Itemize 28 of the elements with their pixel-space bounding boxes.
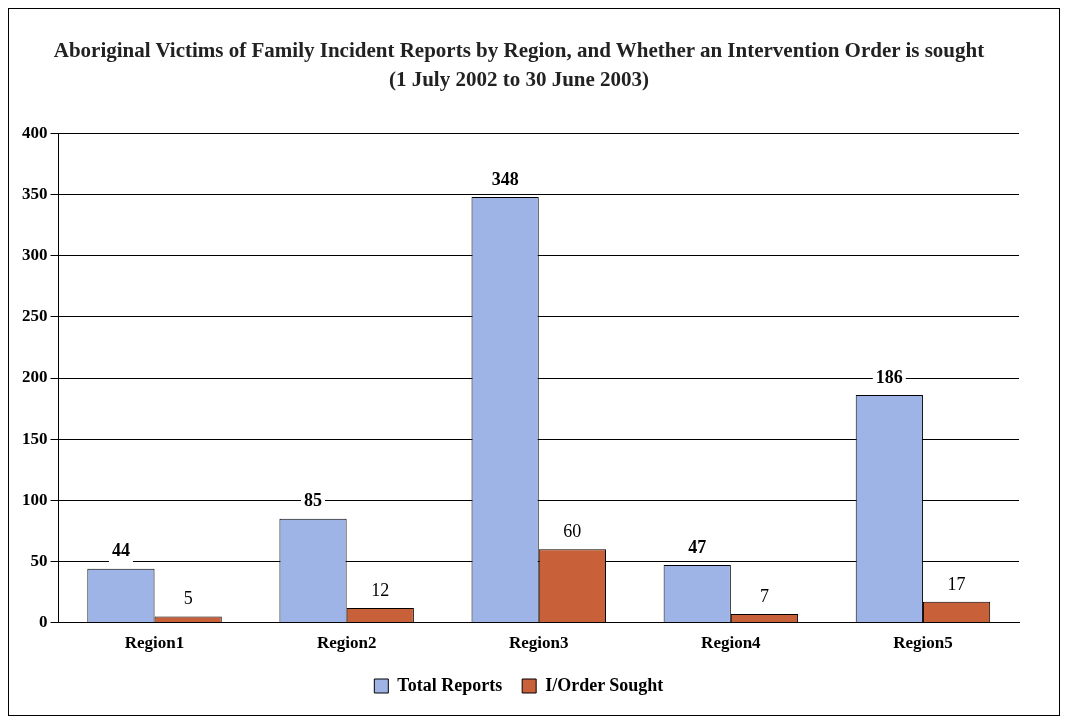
data-label: 85: [304, 490, 323, 511]
data-label: 17: [947, 573, 966, 594]
x-tick-label: Region5: [893, 633, 953, 653]
legend-label: Total Reports: [397, 674, 503, 695]
data-label: 348: [491, 168, 519, 189]
y-tick-label: 400: [22, 122, 48, 142]
y-tick-label: 350: [22, 183, 48, 203]
data-label: 12: [371, 579, 390, 600]
data-label: 186: [875, 366, 903, 387]
data-label: 60: [563, 520, 582, 541]
data-label: 44: [111, 540, 130, 561]
y-tick-label: 150: [22, 428, 48, 448]
y-tick-label: 0: [39, 611, 48, 631]
y-tick-label: 200: [22, 367, 48, 387]
y-tick-label: 300: [22, 245, 48, 265]
data-label: 5: [183, 588, 193, 609]
y-tick-label: 50: [30, 550, 48, 570]
y-tick-label: 100: [22, 489, 48, 509]
x-tick-label: Region2: [316, 633, 377, 653]
x-tick-label: Region3: [509, 633, 569, 653]
chart-title: Aboriginal Victims of Family Incident Reports by Region, and Whether an Intervention Order is sought: [53, 38, 985, 63]
data-label: 47: [688, 536, 707, 557]
y-tick-label: 250: [22, 306, 48, 326]
legend-label: I/Order Sought: [545, 674, 664, 695]
x-tick-label: Region4: [701, 633, 762, 653]
x-tick-label: Region1: [124, 633, 185, 653]
data-label: 7: [759, 585, 769, 606]
chart-subtitle: (1 July 2002 to 30 June 2003): [388, 67, 650, 92]
